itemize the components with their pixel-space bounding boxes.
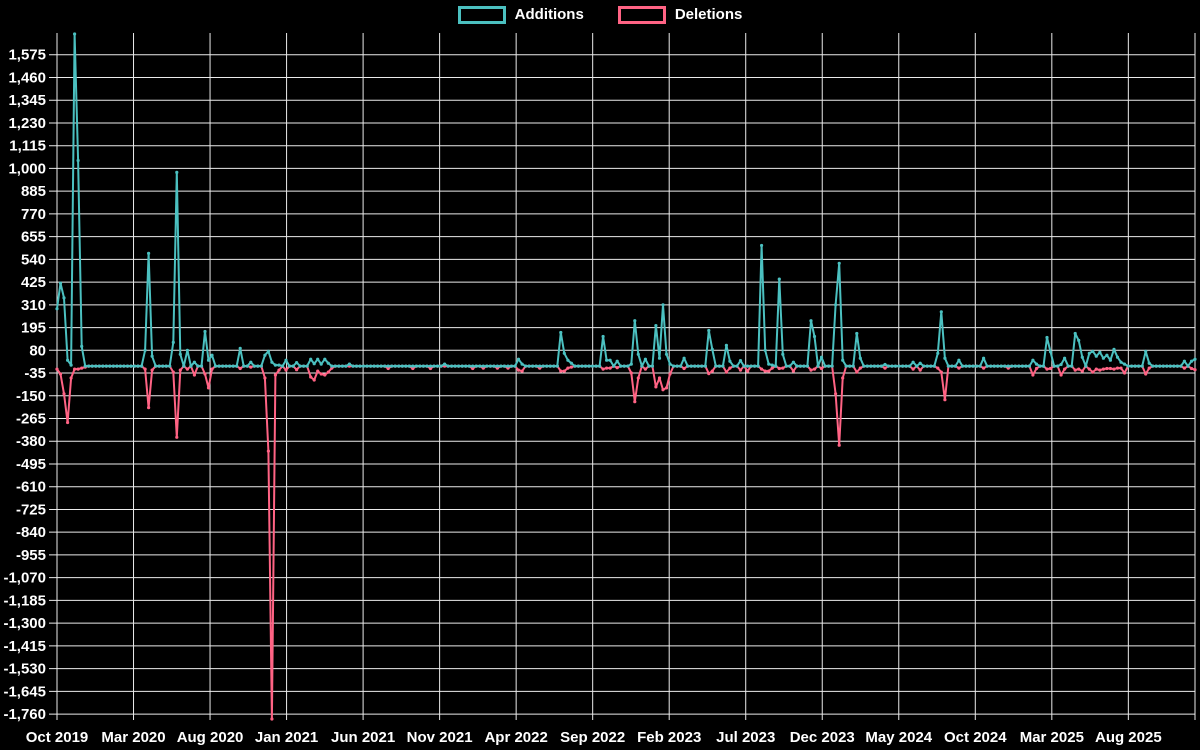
x-axis-tick-label: Oct 2024 (944, 729, 1007, 746)
y-axis-tick-label: 885 (21, 183, 46, 200)
y-axis-tick-label: -610 (16, 479, 46, 496)
y-axis-tick-label: -1,300 (3, 615, 46, 632)
x-axis-tick-label: Jun 2021 (331, 729, 395, 746)
y-axis-tick-label: 195 (21, 320, 46, 337)
y-axis-tick-label: 1,000 (8, 160, 46, 177)
x-axis-tick-label: Oct 2019 (26, 729, 89, 746)
x-axis-tick-label: Mar 2025 (1020, 729, 1084, 746)
y-axis-tick-label: -955 (16, 547, 46, 564)
y-axis-tick-label: 655 (21, 229, 46, 246)
y-axis-tick-label: 1,345 (8, 92, 46, 109)
x-axis-tick-label: Jan 2021 (255, 729, 318, 746)
legend-label-deletions: Deletions (674, 6, 743, 23)
y-axis-tick-label: -725 (16, 501, 46, 518)
y-axis-tick-label: -1,645 (3, 683, 46, 700)
additions-line (55, 32, 1197, 368)
x-axis-tick-label: Jul 2023 (716, 729, 775, 746)
legend-item-additions[interactable]: Additions (457, 6, 584, 24)
deletions-swatch-icon (617, 6, 666, 24)
legend-label-additions: Additions (514, 6, 584, 23)
x-axis-tick-label: Nov 2021 (407, 729, 473, 746)
chart-legend: Additions Deletions (0, 6, 1200, 24)
y-axis-tick-label: 425 (21, 274, 46, 291)
y-axis-tick-label: -495 (16, 456, 46, 473)
y-axis-tick-label: -1,415 (3, 638, 46, 655)
gridlines (49, 33, 1196, 720)
legend-item-deletions[interactable]: Deletions (617, 6, 743, 24)
additions-swatch-icon (457, 6, 506, 24)
y-axis-tick-label: -1,760 (3, 706, 46, 723)
y-axis-tick-label: -1,530 (3, 661, 46, 678)
y-axis-tick-label: 1,230 (8, 115, 46, 132)
y-axis-tick-label: -265 (16, 411, 46, 428)
y-axis-tick-label: -1,185 (3, 592, 46, 609)
y-axis-tick-label: 1,575 (8, 47, 46, 64)
y-axis-tick-label: 1,460 (8, 69, 46, 86)
y-axis-tick-label: 80 (29, 342, 46, 359)
x-axis-tick-label: May 2024 (865, 729, 932, 746)
y-axis-tick-label: -380 (16, 433, 46, 450)
x-axis-tick-label: Sep 2022 (560, 729, 625, 746)
y-axis-tick-label: -840 (16, 524, 46, 541)
y-axis-tick-label: -150 (16, 388, 46, 405)
y-axis-tick-label: -1,070 (3, 570, 46, 587)
x-axis-tick-label: Apr 2022 (484, 729, 547, 746)
y-axis-tick-label: 1,115 (9, 138, 46, 155)
y-axis-tick-label: -35 (24, 365, 46, 382)
x-axis-tick-label: Feb 2023 (637, 729, 701, 746)
y-axis-tick-label: 770 (21, 206, 46, 223)
x-axis-tick-label: Mar 2020 (101, 729, 165, 746)
x-axis-tick-label: Dec 2023 (790, 729, 855, 746)
y-axis-tick-label: 310 (21, 297, 46, 314)
x-axis-tick-label: Aug 2025 (1095, 729, 1162, 746)
x-axis-tick-label: Aug 2020 (177, 729, 244, 746)
y-axis-tick-label: 540 (21, 251, 46, 268)
